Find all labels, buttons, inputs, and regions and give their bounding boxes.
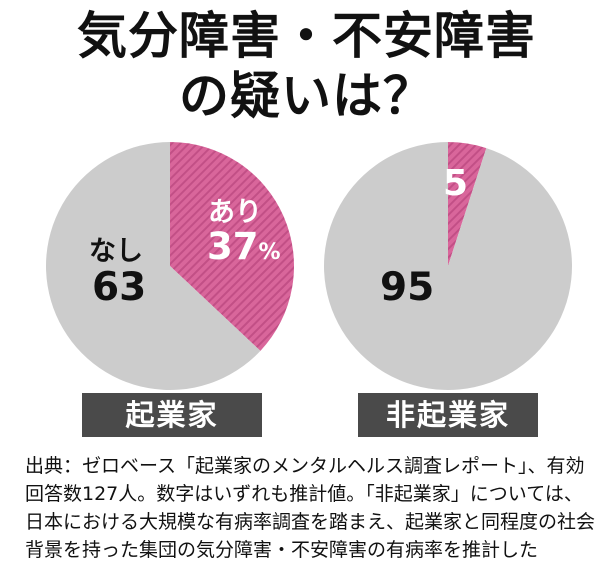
pie-slice-yes — [448, 142, 487, 266]
ent-yes-number: 37 — [207, 225, 259, 268]
category-non-entrepreneur: 非起業家 — [358, 393, 538, 437]
ent-yes-unit: % — [258, 240, 281, 265]
source-note: 出典：ゼロベース「起業家のメンタルヘルス調査レポート」、有効回答数127人。数字… — [25, 455, 596, 561]
title-line-2: の疑いは？ — [179, 67, 434, 125]
ent-yes-name: あり — [208, 197, 262, 228]
category-entrepreneur: 起業家 — [82, 393, 262, 437]
nonent-no-value: 95 — [380, 265, 435, 310]
pie-slice-no — [324, 142, 573, 390]
ent-yes-value: 37% — [207, 225, 281, 268]
nonent-yes-value: 5 — [443, 163, 469, 204]
pie-slice-no — [46, 142, 261, 390]
ent-no-name: なし — [89, 236, 143, 267]
pie-slice-yes — [170, 142, 294, 351]
chart-title: 気分障害・不安障害 の疑いは？ — [0, 6, 613, 126]
pie-entrepreneur — [46, 142, 294, 390]
title-line-1: 気分障害・不安障害 — [77, 7, 536, 65]
ent-no-value: 63 — [92, 265, 147, 310]
pie-non-entrepreneur — [324, 142, 573, 390]
